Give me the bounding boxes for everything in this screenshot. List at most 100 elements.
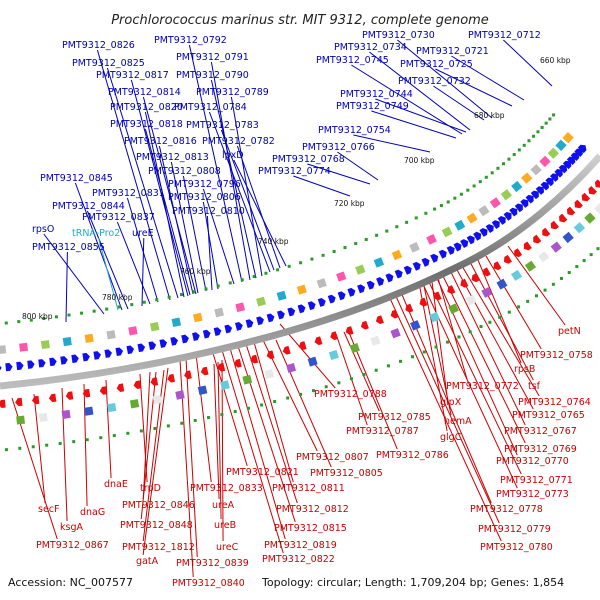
reverse-gene-shape	[482, 267, 491, 277]
label-leader	[437, 277, 468, 381]
label-leader	[387, 293, 502, 542]
reverse-gene	[482, 267, 491, 277]
gene-label: PMT9312_0730	[362, 30, 435, 41]
forward-gene	[466, 235, 475, 245]
forward-gene-shape	[317, 298, 326, 307]
label-leader	[106, 67, 179, 299]
forward-gene-shape	[535, 186, 545, 195]
reverse-gene	[133, 380, 142, 390]
label-leader	[144, 128, 191, 296]
tick-mark	[399, 359, 403, 363]
forward-gene	[394, 269, 403, 279]
genome-backbone	[0, 153, 600, 390]
reverse-gene	[266, 350, 275, 360]
forward-gene	[535, 186, 545, 195]
gene-label: PMT9312_0773	[496, 489, 569, 500]
reverse-gene-shape	[471, 273, 480, 283]
tick-mark	[532, 134, 536, 138]
gene-label: PMT9312_0783	[186, 120, 259, 131]
tick-mark	[540, 125, 544, 129]
gene-label: PMT9312_0712	[468, 30, 541, 41]
tick-mark	[67, 313, 71, 317]
reverse-gene	[314, 336, 323, 346]
forward-gene	[446, 245, 455, 255]
reverse-gene-shape	[31, 395, 40, 405]
label-leader	[371, 110, 457, 139]
ruler-label: 800 kbp	[22, 312, 53, 321]
forward-gene	[558, 164, 568, 174]
cog-block	[562, 132, 574, 144]
forward-gene	[530, 190, 539, 200]
forward-gene-shape	[497, 216, 506, 225]
cog-block	[286, 363, 297, 373]
gene-label: PMT9312_0780	[480, 542, 553, 553]
tick-mark	[424, 211, 428, 215]
reverse-gene	[503, 254, 513, 264]
reverse-gene-shape	[0, 399, 6, 408]
reverse-gene-shape	[503, 254, 513, 264]
gene-label: PMT9312_0815	[274, 523, 347, 534]
tick-mark	[522, 143, 526, 147]
reverse-gene	[542, 227, 551, 237]
reverse-gene-shape	[15, 397, 23, 407]
tick-mark	[596, 247, 600, 251]
forward-gene-shape	[5, 362, 13, 372]
forward-gene-shape	[485, 224, 494, 233]
label-leader	[126, 197, 159, 303]
tick-mark	[4, 448, 8, 452]
label-leader	[233, 159, 287, 267]
label-leader	[337, 151, 379, 181]
tick-mark	[166, 424, 170, 428]
forward-gene	[473, 231, 482, 241]
forward-gene-shape	[403, 265, 412, 275]
gene-label: PMT9312_0745	[316, 55, 389, 66]
ruler-label: 660 kbp	[540, 56, 571, 65]
reverse-gene	[360, 320, 369, 330]
reverse-gene-shape	[433, 291, 442, 301]
tick-mark	[80, 311, 84, 315]
cog-block	[193, 312, 203, 323]
gene-label: PMT9312_0811	[272, 483, 345, 494]
forward-gene-shape	[170, 336, 179, 346]
reverse-gene-shape	[588, 185, 597, 195]
gene-label: PMT9312_0721	[416, 46, 489, 57]
gene-label: PMT9312_0825	[72, 58, 145, 69]
forward-gene-shape	[453, 242, 462, 252]
forward-gene	[357, 284, 366, 294]
tick-mark	[488, 320, 492, 324]
reverse-gene	[150, 377, 159, 386]
forward-gene	[545, 177, 554, 187]
forward-gene	[159, 339, 168, 348]
label-leader	[293, 175, 351, 197]
cog-block	[84, 333, 94, 343]
forward-gene	[327, 294, 336, 304]
label-leader	[96, 49, 171, 301]
tick-mark	[414, 216, 418, 220]
tick-mark	[29, 318, 33, 322]
tick-mark	[286, 396, 290, 400]
tick-mark	[484, 175, 488, 179]
tick-mark	[126, 431, 130, 435]
tick-mark	[536, 130, 540, 134]
cog-block	[538, 251, 550, 263]
label-leader	[431, 281, 448, 397]
cog-block	[61, 409, 71, 419]
cog-block	[511, 180, 523, 193]
forward-gene	[60, 356, 68, 365]
forward-gene	[16, 361, 24, 371]
gene-label: PMT9312_0764	[518, 397, 591, 408]
forward-gene	[256, 316, 264, 326]
tick-mark	[179, 293, 183, 297]
label-leader	[237, 345, 296, 523]
tick-mark	[207, 416, 211, 420]
reverse-gene	[390, 309, 399, 319]
gene-label: secF	[38, 504, 59, 515]
gene-label: gatA	[136, 556, 159, 567]
ruler-label: 780 kbp	[102, 293, 133, 302]
cog-block	[530, 164, 542, 176]
forward-gene	[137, 343, 146, 353]
cog-block	[454, 219, 466, 231]
forward-gene-shape	[503, 211, 512, 221]
forward-gene	[412, 261, 421, 271]
label-leader	[451, 55, 525, 101]
